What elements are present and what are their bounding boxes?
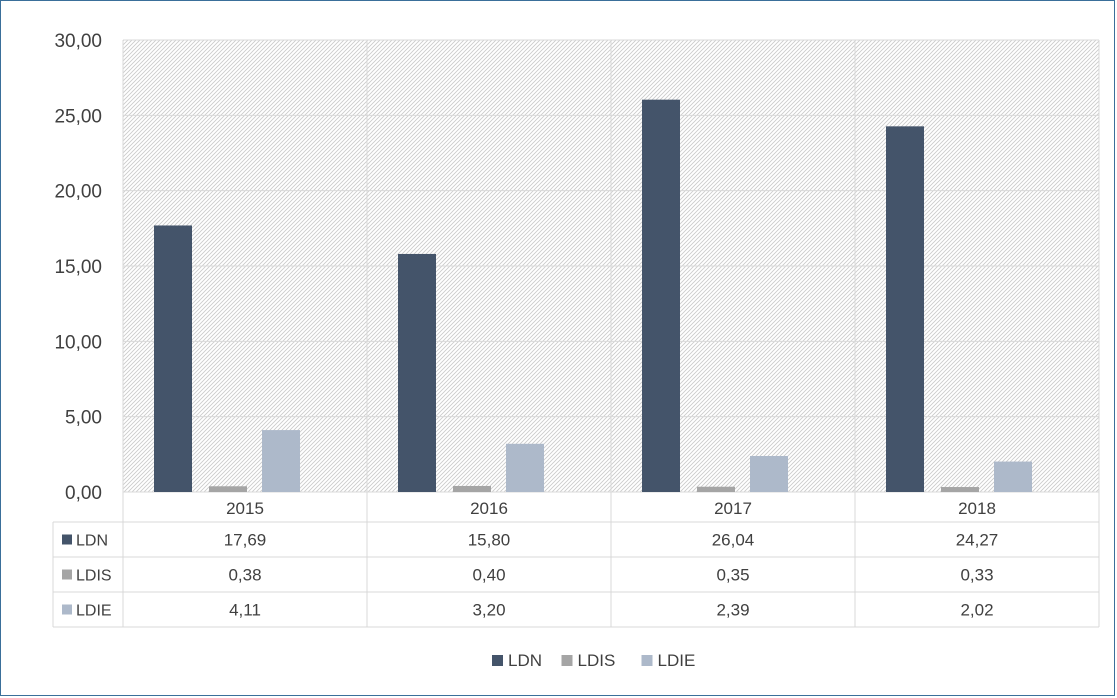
legend-swatch-ldie [641,655,653,666]
y-tick-label: 30,00 [54,31,102,52]
table-swatch-ldn [62,534,72,545]
legend: LDN LDIS LDIE [492,651,695,670]
bar-ldn-2017 [642,99,680,492]
legend-label: LDN [508,651,542,670]
table-value: 26,04 [712,531,755,550]
table-value: 2,02 [960,601,993,620]
bar-ldis-2016 [453,485,491,492]
legend-label: LDIE [658,651,696,670]
table-value: 2,39 [716,601,749,620]
table-swatch-ldis [62,569,72,580]
bar-ldie-2017 [750,455,788,492]
table-value: 0,35 [716,566,749,585]
category-label: 2018 [958,499,996,518]
bar-ldn-2018 [886,126,924,492]
y-tick-label: 0,00 [65,483,102,504]
table-value: 17,69 [224,531,267,550]
y-axis: 0,00 5,00 10,00 15,00 20,00 25,00 30,00 [54,31,102,504]
y-tick-label: 5,00 [65,408,102,429]
table-value: 0,40 [472,566,505,585]
bar-ldis-2018 [941,487,979,492]
y-tick-label: 25,00 [54,106,102,127]
bar-ldie-2018 [994,461,1032,492]
y-tick-label: 20,00 [54,182,102,203]
category-label: 2017 [714,499,752,518]
table-value: 24,27 [956,531,999,550]
bar-ldie-2016 [506,443,544,492]
y-tick-label: 10,00 [54,332,102,353]
table-swatch-ldie [62,604,72,615]
data-table: 2015 2016 2017 2018 LDN 17,69 15,80 26,04 24,27 L… [52,492,1100,628]
bars [154,99,1032,492]
bar-ldis-2015 [209,486,247,492]
legend-swatch-ldis [561,655,573,666]
y-tick-label: 15,00 [54,257,102,278]
table-series-label: LDIS [76,568,112,585]
table-value: 4,11 [229,601,261,620]
bar-ldn-2015 [154,225,192,492]
table-series-label: LDIE [76,603,112,620]
table-value: 0,38 [228,566,261,585]
bar-ldis-2017 [697,486,735,492]
category-label: 2015 [226,499,264,518]
bar-ldn-2016 [398,253,436,492]
bar-ldie-2015 [262,430,300,492]
table-value: 0,33 [960,566,993,585]
category-label: 2016 [470,499,508,518]
table-value: 15,80 [468,531,511,550]
table-value: 3,20 [472,601,505,620]
legend-label: LDIS [578,651,616,670]
legend-swatch-ldn [492,655,503,666]
table-series-label: LDN [76,533,108,550]
